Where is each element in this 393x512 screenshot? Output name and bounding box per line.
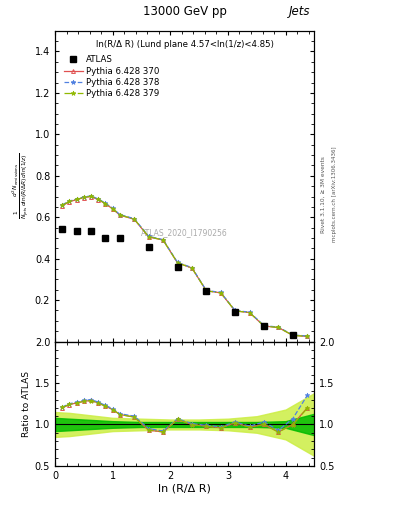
Pythia 6.428 370	[204, 288, 209, 294]
Line: Pythia 6.428 379: Pythia 6.428 379	[60, 194, 310, 339]
Pythia 6.428 379	[89, 193, 94, 199]
ATLAS	[233, 308, 237, 314]
Pythia 6.428 370	[305, 333, 310, 339]
Pythia 6.428 379	[161, 237, 165, 243]
Pythia 6.428 379	[305, 333, 310, 339]
Pythia 6.428 378	[290, 332, 295, 338]
X-axis label: ln (R/Δ R): ln (R/Δ R)	[158, 483, 211, 494]
Pythia 6.428 378	[110, 205, 115, 211]
Pythia 6.428 379	[262, 323, 266, 329]
Pythia 6.428 378	[305, 333, 310, 339]
Pythia 6.428 370	[262, 323, 266, 329]
Pythia 6.428 378	[262, 323, 266, 329]
Pythia 6.428 379	[233, 308, 237, 314]
Pythia 6.428 379	[60, 202, 64, 208]
Pythia 6.428 370	[67, 199, 72, 205]
Pythia 6.428 370	[96, 197, 101, 203]
Text: Jets: Jets	[289, 5, 310, 18]
Pythia 6.428 370	[290, 332, 295, 338]
ATLAS	[60, 226, 64, 232]
Pythia 6.428 378	[118, 211, 122, 218]
Pythia 6.428 379	[146, 233, 151, 240]
Pythia 6.428 379	[81, 194, 86, 200]
ATLAS	[262, 323, 266, 329]
Pythia 6.428 370	[74, 197, 79, 203]
Y-axis label: Ratio to ATLAS: Ratio to ATLAS	[22, 371, 31, 437]
Text: ATLAS_2020_I1790256: ATLAS_2020_I1790256	[141, 228, 228, 237]
Pythia 6.428 379	[132, 216, 137, 222]
Pythia 6.428 370	[89, 194, 94, 200]
Pythia 6.428 378	[161, 237, 165, 243]
Pythia 6.428 370	[110, 206, 115, 212]
Pythia 6.428 378	[103, 200, 108, 206]
Pythia 6.428 370	[146, 234, 151, 240]
Pythia 6.428 379	[247, 309, 252, 315]
Pythia 6.428 378	[233, 307, 237, 313]
Pythia 6.428 379	[103, 201, 108, 207]
Pythia 6.428 378	[247, 309, 252, 315]
Pythia 6.428 378	[60, 202, 64, 208]
Pythia 6.428 370	[161, 237, 165, 243]
Pythia 6.428 379	[204, 288, 209, 294]
Pythia 6.428 379	[189, 265, 194, 271]
Pythia 6.428 378	[89, 193, 94, 199]
Legend: ATLAS, Pythia 6.428 370, Pythia 6.428 378, Pythia 6.428 379: ATLAS, Pythia 6.428 370, Pythia 6.428 37…	[62, 54, 161, 99]
Pythia 6.428 378	[219, 289, 223, 295]
Pythia 6.428 370	[276, 325, 281, 331]
Text: mcplots.cern.ch [arXiv:1306.3436]: mcplots.cern.ch [arXiv:1306.3436]	[332, 147, 337, 242]
ATLAS	[290, 332, 295, 338]
Pythia 6.428 378	[132, 216, 137, 222]
Pythia 6.428 379	[110, 206, 115, 212]
Pythia 6.428 378	[204, 287, 209, 293]
Line: Pythia 6.428 378: Pythia 6.428 378	[60, 194, 310, 338]
Pythia 6.428 379	[74, 196, 79, 202]
ATLAS	[103, 235, 108, 241]
Pythia 6.428 378	[146, 233, 151, 240]
ATLAS	[146, 244, 151, 250]
Pythia 6.428 379	[67, 199, 72, 205]
Pythia 6.428 370	[81, 195, 86, 201]
Pythia 6.428 378	[175, 260, 180, 266]
ATLAS	[89, 228, 94, 234]
Pythia 6.428 370	[175, 260, 180, 266]
Pythia 6.428 370	[118, 212, 122, 218]
Pythia 6.428 370	[103, 201, 108, 207]
Pythia 6.428 370	[132, 216, 137, 222]
Pythia 6.428 379	[219, 290, 223, 296]
Pythia 6.428 379	[118, 212, 122, 218]
ATLAS	[74, 228, 79, 234]
Pythia 6.428 379	[290, 332, 295, 338]
Line: Pythia 6.428 370: Pythia 6.428 370	[60, 195, 309, 338]
Pythia 6.428 378	[96, 196, 101, 202]
Pythia 6.428 378	[81, 194, 86, 200]
Pythia 6.428 370	[60, 203, 64, 209]
Pythia 6.428 370	[219, 290, 223, 296]
Pythia 6.428 370	[247, 309, 252, 315]
Y-axis label: $\frac{1}{N_{\rm jets}}\frac{d^2\,N_{\rm emissions}}{d\ln(R/\Delta R)\,d\ln(1/z): $\frac{1}{N_{\rm jets}}\frac{d^2\,N_{\rm…	[10, 153, 31, 219]
Text: ln(R/Δ R) (Lund plane 4.57<ln(1/z)<4.85): ln(R/Δ R) (Lund plane 4.57<ln(1/z)<4.85)	[96, 40, 274, 49]
Text: 13000 GeV pp: 13000 GeV pp	[143, 5, 227, 18]
ATLAS	[204, 288, 209, 294]
ATLAS	[175, 264, 180, 270]
Line: ATLAS: ATLAS	[59, 225, 296, 338]
Pythia 6.428 378	[74, 196, 79, 202]
Pythia 6.428 379	[175, 260, 180, 266]
Pythia 6.428 378	[189, 265, 194, 271]
Pythia 6.428 370	[189, 265, 194, 271]
Pythia 6.428 378	[67, 198, 72, 204]
Pythia 6.428 379	[276, 325, 281, 331]
Text: Rivet 3.1.10, ≥ 3M events: Rivet 3.1.10, ≥ 3M events	[320, 156, 325, 233]
ATLAS	[118, 235, 122, 241]
Pythia 6.428 370	[233, 308, 237, 314]
Pythia 6.428 379	[96, 196, 101, 202]
Pythia 6.428 378	[276, 324, 281, 330]
